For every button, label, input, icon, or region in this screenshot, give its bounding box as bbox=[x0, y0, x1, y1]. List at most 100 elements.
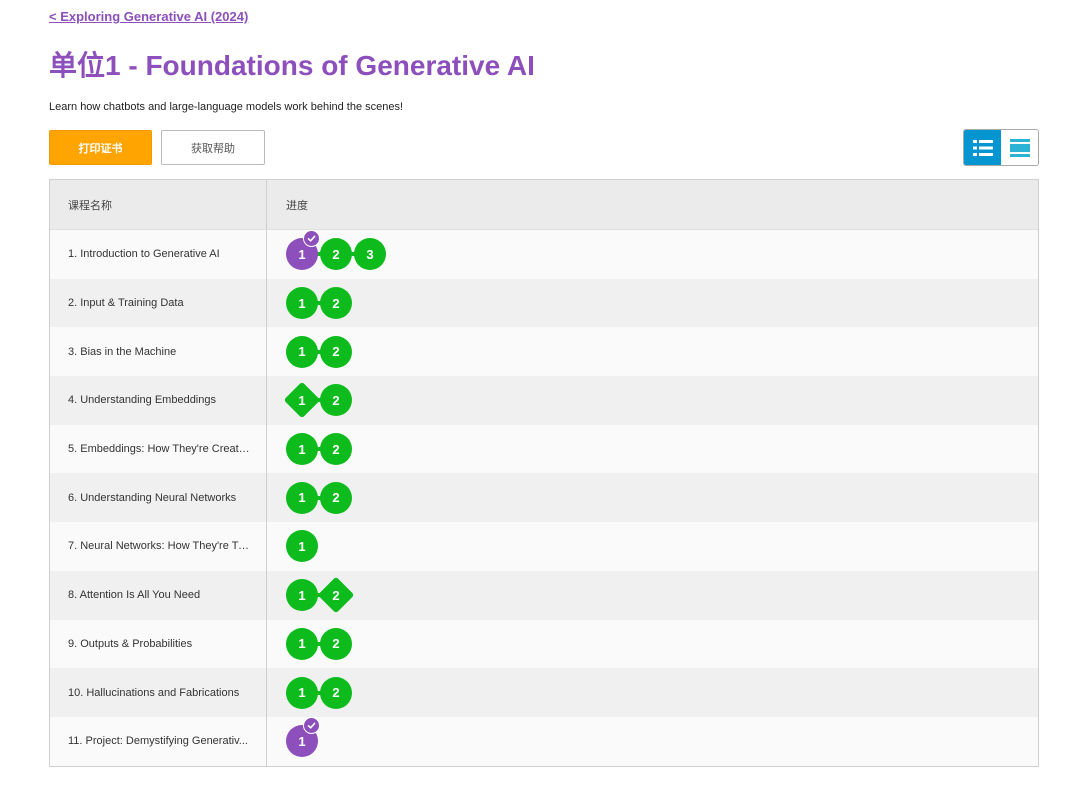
level-label: 3 bbox=[366, 246, 374, 262]
level-bubble[interactable]: 1 bbox=[286, 579, 318, 612]
detail-list-view-button[interactable] bbox=[964, 130, 1001, 165]
lesson-name[interactable]: 11. Project: Demystifying Generativ... bbox=[68, 735, 248, 748]
progress-connector bbox=[302, 447, 336, 452]
level-bubble[interactable]: 2 bbox=[320, 287, 352, 320]
table-row: 3. Bias in the Machine 1 2 bbox=[50, 327, 1038, 377]
lesson-name-header: 课程名称 bbox=[50, 180, 267, 229]
lesson-name-cell: 3. Bias in the Machine bbox=[50, 327, 267, 377]
lesson-name[interactable]: 9. Outputs & Probabilities bbox=[68, 637, 193, 650]
table-row: 6. Understanding Neural Networks 1 2 bbox=[50, 473, 1038, 523]
lesson-progress-cell: 1 2 3 bbox=[267, 230, 1038, 279]
lesson-name-cell: 11. Project: Demystifying Generativ... bbox=[50, 716, 267, 766]
table-row: 1. Introduction to Generative AI 1 2 3 bbox=[50, 230, 1038, 279]
completed-check-icon bbox=[303, 230, 320, 248]
level-label: 2 bbox=[332, 685, 340, 701]
level-bubble[interactable]: 1 bbox=[286, 287, 318, 320]
table-row: 9. Outputs & Probabilities 1 2 bbox=[50, 619, 1038, 669]
level-label: 2 bbox=[332, 392, 340, 408]
level-diamond[interactable]: 1 bbox=[283, 382, 321, 419]
lesson-name[interactable]: 1. Introduction to Generative AI bbox=[68, 248, 220, 261]
print-certificate-button[interactable]: 打印证书 bbox=[49, 130, 152, 165]
level-label: 1 bbox=[298, 685, 306, 701]
level-bubble[interactable]: 1 bbox=[286, 433, 318, 466]
level-bubble[interactable]: 1 bbox=[286, 676, 318, 709]
table-row: 7. Neural Networks: How They're Tr... 1 bbox=[50, 522, 1038, 571]
detail-list-icon bbox=[972, 139, 993, 156]
level-label: 1 bbox=[298, 490, 306, 506]
lesson-name[interactable]: 10. Hallucinations and Fabrications bbox=[68, 686, 240, 699]
progress-levels: 1 bbox=[286, 717, 320, 758]
level-bubble[interactable]: 1 bbox=[286, 481, 318, 514]
table-header: 课程名称 进度 bbox=[50, 180, 1038, 230]
lesson-progress-cell: 1 bbox=[267, 717, 1038, 766]
progress-connector bbox=[302, 690, 336, 695]
lesson-name[interactable]: 7. Neural Networks: How They're Tr... bbox=[68, 540, 250, 553]
lesson-name-cell: 7. Neural Networks: How They're Tr... bbox=[50, 522, 267, 571]
lesson-name-cell: 4. Understanding Embeddings bbox=[50, 376, 267, 425]
level-bubble[interactable]: 3 bbox=[354, 238, 386, 271]
back-to-course-link[interactable]: < Exploring Generative AI (2024) bbox=[49, 9, 249, 24]
level-bubble[interactable]: 2 bbox=[320, 481, 352, 514]
lesson-name[interactable]: 3. Bias in the Machine bbox=[68, 345, 177, 358]
table-row: 5. Embeddings: How They're Created 1 2 bbox=[50, 424, 1038, 474]
summary-list-view-button[interactable] bbox=[1001, 130, 1038, 165]
summary-list-icon bbox=[1009, 138, 1030, 157]
level-label: 1 bbox=[298, 392, 306, 408]
lesson-name[interactable]: 2. Input & Training Data bbox=[68, 297, 184, 310]
level-bubble[interactable]: 2 bbox=[320, 627, 352, 660]
level-label: 1 bbox=[298, 733, 306, 749]
level-label: 2 bbox=[332, 490, 340, 506]
lesson-name[interactable]: 6. Understanding Neural Networks bbox=[68, 491, 237, 504]
table-row: 11. Project: Demystifying Generativ... 1 bbox=[50, 716, 1038, 766]
view-toggle bbox=[963, 129, 1039, 166]
level-label: 2 bbox=[332, 295, 340, 311]
lesson-name-cell: 10. Hallucinations and Fabrications bbox=[50, 668, 267, 717]
level-diamond[interactable]: 2 bbox=[317, 576, 355, 614]
level-label: 1 bbox=[298, 441, 306, 457]
get-help-button[interactable]: 获取帮助 bbox=[161, 130, 265, 165]
lessons-table: 课程名称 进度 1. Introduction to Generative AI… bbox=[49, 179, 1039, 767]
level-bubble[interactable]: 2 bbox=[320, 433, 352, 466]
level-bubble[interactable]: 1 bbox=[286, 530, 318, 563]
level-bubble[interactable]: 2 bbox=[320, 384, 352, 417]
lesson-name-cell: 5. Embeddings: How They're Created bbox=[50, 424, 267, 474]
progress-header: 进度 bbox=[286, 199, 308, 212]
table-body: 1. Introduction to Generative AI 1 2 3 2. In… bbox=[50, 230, 1038, 766]
table-row: 2. Input & Training Data 1 2 bbox=[50, 278, 1038, 328]
unit-description: Learn how chatbots and large-language mo… bbox=[49, 101, 404, 113]
lesson-name-cell: 9. Outputs & Probabilities bbox=[50, 619, 267, 669]
level-bubble[interactable]: 2 bbox=[320, 238, 352, 271]
level-bubble[interactable]: 1 bbox=[286, 627, 318, 660]
lesson-name-cell: 8. Attention Is All You Need bbox=[50, 570, 267, 620]
level-label: 2 bbox=[332, 636, 340, 652]
level-bubble[interactable]: 1 bbox=[286, 335, 318, 368]
progress-levels: 1 bbox=[286, 530, 318, 563]
progress-connector bbox=[302, 495, 336, 500]
lesson-name[interactable]: 4. Understanding Embeddings bbox=[68, 394, 216, 407]
level-bubble[interactable]: 2 bbox=[320, 335, 352, 368]
level-bubble[interactable]: 2 bbox=[320, 676, 352, 709]
level-label: 1 bbox=[298, 636, 306, 652]
level-label: 1 bbox=[298, 538, 306, 554]
level-bubble[interactable]: 1 bbox=[286, 230, 320, 271]
lesson-name[interactable]: 5. Embeddings: How They're Created bbox=[68, 443, 250, 456]
level-bubble[interactable]: 1 bbox=[286, 717, 320, 758]
lesson-progress-cell: 1 bbox=[267, 522, 1038, 571]
lesson-name[interactable]: 8. Attention Is All You Need bbox=[68, 589, 201, 602]
level-label: 1 bbox=[298, 246, 306, 262]
table-row: 10. Hallucinations and Fabrications 1 2 bbox=[50, 668, 1038, 717]
progress-connector bbox=[302, 349, 336, 354]
